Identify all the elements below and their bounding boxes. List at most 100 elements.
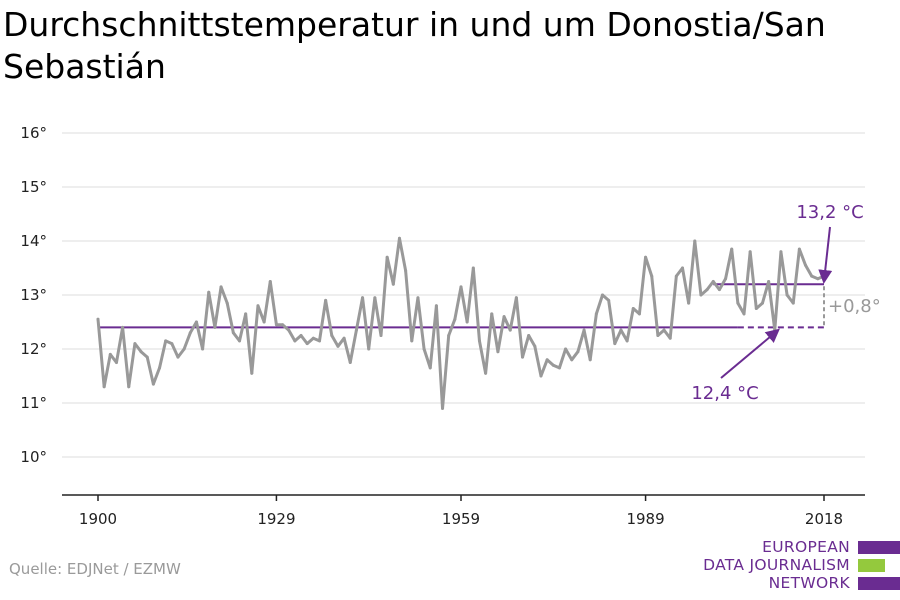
data-point: [151, 382, 155, 386]
data-point: [348, 361, 352, 364]
data-point: [680, 266, 684, 270]
y-tick-labels: 10° 11° 12° 13° 14° 15° 16°: [20, 124, 47, 466]
data-point: [373, 296, 377, 300]
data-point: [717, 288, 721, 292]
data-point: [496, 350, 500, 354]
y-tick-label: 15°: [20, 178, 47, 196]
data-point: [114, 361, 118, 364]
data-point: [594, 312, 598, 316]
data-point: [742, 312, 746, 316]
data-point: [133, 342, 137, 346]
data-point: [619, 328, 623, 332]
data-point: [379, 334, 383, 337]
data-point: [471, 266, 475, 270]
data-point: [305, 342, 309, 346]
data-point: [551, 363, 555, 367]
data-point: [465, 320, 469, 324]
data-point: [508, 328, 512, 332]
data-point: [336, 344, 340, 348]
data-point: [668, 336, 672, 340]
data-point: [539, 374, 543, 378]
data-point: [582, 328, 586, 332]
data-point: [176, 355, 180, 359]
x-axis: [62, 494, 865, 501]
y-tick-label: 16°: [20, 124, 47, 142]
data-point: [317, 339, 321, 343]
baseline-mean-arrow: [720, 328, 780, 379]
data-point: [244, 312, 248, 316]
x-tick-label: 1900: [79, 510, 117, 528]
data-point: [213, 325, 217, 329]
data-point: [521, 355, 525, 359]
data-point: [311, 336, 315, 340]
data-point: [570, 358, 574, 362]
data-point: [477, 339, 481, 343]
recent-mean-label: 13,2 °C: [796, 202, 863, 223]
data-point: [207, 290, 211, 294]
data-point: [576, 350, 580, 354]
data-point: [760, 301, 764, 305]
data-point: [158, 366, 162, 370]
data-point: [354, 328, 358, 332]
data-point: [607, 298, 611, 302]
y-tick-label: 12°: [20, 340, 47, 358]
data-point: [785, 293, 789, 297]
data-point: [225, 301, 229, 305]
x-tick-label: 1959: [442, 510, 480, 528]
data-point: [662, 328, 666, 332]
data-point: [631, 307, 635, 310]
data-point: [201, 347, 205, 351]
data-point: [182, 347, 186, 351]
data-point: [441, 406, 445, 410]
data-point: [219, 285, 223, 289]
data-point: [791, 301, 795, 305]
data-point: [139, 350, 143, 354]
data-point: [502, 315, 506, 319]
recent-mean-arrow: [818, 226, 833, 284]
data-point: [804, 263, 808, 267]
data-point: [810, 274, 814, 278]
gridlines: [62, 132, 865, 458]
logo-bar-green: [858, 559, 885, 572]
y-tick-label: 10°: [20, 448, 47, 466]
data-point: [730, 247, 734, 251]
data-point: [527, 334, 531, 337]
data-point: [127, 385, 131, 389]
data-point: [687, 301, 691, 305]
temperature-line-chart: 10° 11° 12° 13° 14° 15° 16° 1900 1929 1959 1989 20…: [20, 124, 880, 528]
data-point: [514, 296, 518, 300]
y-tick-label: 14°: [20, 232, 47, 250]
data-point: [613, 342, 617, 346]
data-point: [816, 277, 820, 281]
data-point: [644, 255, 648, 259]
data-point: [361, 296, 365, 300]
data-point: [410, 339, 414, 343]
data-point: [625, 339, 629, 343]
data-point: [779, 250, 783, 254]
data-point: [797, 247, 801, 251]
data-point: [748, 250, 752, 254]
data-point: [274, 323, 278, 327]
data-point: [724, 277, 728, 281]
data-point: [330, 334, 334, 337]
data-point: [268, 280, 272, 283]
data-point: [102, 385, 106, 389]
data-point: [281, 323, 285, 327]
y-tick-label: 13°: [20, 286, 47, 304]
data-point: [650, 274, 654, 278]
data-point: [754, 307, 758, 310]
x-tick-label: 1989: [626, 510, 664, 528]
data-point: [767, 280, 771, 283]
data-point: [416, 296, 420, 300]
data-point: [533, 344, 537, 348]
data-point: [96, 317, 100, 321]
data-point: [121, 325, 125, 329]
data-point: [711, 280, 715, 283]
data-point: [194, 320, 198, 324]
data-point: [250, 371, 254, 375]
y-tick-label: 11°: [20, 394, 47, 412]
data-point: [453, 317, 457, 321]
chart-title: Durchschnittstemperatur in und um Donost…: [3, 5, 826, 86]
data-point: [564, 347, 568, 351]
x-tick-label: 2018: [805, 510, 843, 528]
